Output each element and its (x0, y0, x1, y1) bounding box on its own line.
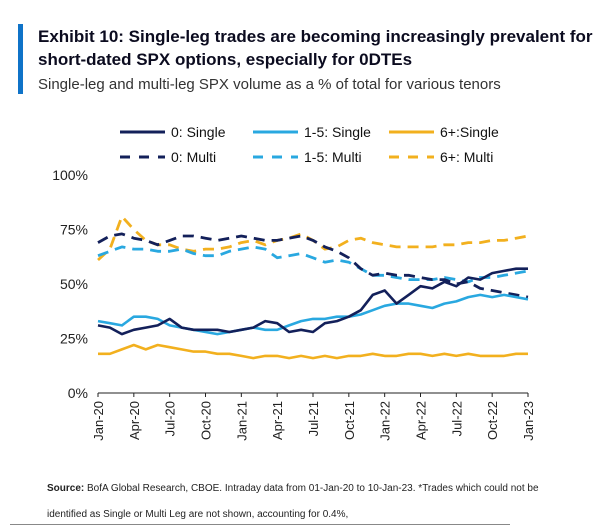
y-tick-label: 50% (60, 276, 88, 292)
series-line-6-multi (97, 214, 529, 262)
series-line-1-5-single (97, 293, 529, 336)
x-tick-label: Jul-21 (306, 401, 321, 436)
y-tick-label: 25% (60, 331, 88, 347)
chart-subtitle: Single-leg and multi-leg SPX volume as a… (38, 76, 501, 93)
chart-title: Exhibit 10: Single-leg trades are becomi… (38, 27, 593, 69)
x-tick-label: Jan-23 (521, 401, 536, 441)
x-tick-label: Jul-20 (163, 401, 178, 436)
line-chart: 0: Single 1-5: Single 6+:Single 0: Multi 1-5… (52, 124, 536, 441)
x-tick-label: Jul-22 (449, 401, 464, 436)
series-line-6-single (98, 343, 528, 360)
legend-label: 6+: Multi (440, 149, 493, 165)
x-tick-label: Oct-22 (485, 401, 500, 440)
legend-label: 1-5: Multi (304, 149, 362, 165)
source-note: Source: BofA Global Research, CBOE. Intr… (47, 476, 577, 528)
x-tick-label: Apr-22 (414, 401, 429, 440)
x-axis: Jan-20 Apr-20 Jul-20 Oct-20 Jan-21 Apr-21 Jul-… (91, 392, 536, 441)
legend-label: 6+:Single (440, 124, 499, 140)
x-tick-label: Apr-20 (127, 401, 142, 440)
legend-label: 0: Multi (171, 149, 216, 165)
series-line-0-single (97, 267, 528, 336)
y-tick-label: 100% (52, 167, 88, 183)
x-tick-label: Oct-21 (342, 401, 357, 440)
source-label: Source: (47, 483, 85, 494)
legend-label: 1-5: Single (304, 124, 371, 140)
bottom-divider (10, 524, 510, 525)
x-tick-label: Oct-20 (199, 401, 214, 440)
x-tick-label: Jan-22 (378, 401, 393, 441)
y-tick-label: 75% (60, 222, 88, 238)
title-accent-bar (18, 24, 23, 94)
x-tick-label: Jan-21 (234, 401, 249, 441)
source-text: BofA Global Research, CBOE. Intraday dat… (47, 483, 539, 520)
legend-label: 0: Single (171, 124, 226, 140)
chart-legend: 0: Single 1-5: Single 6+:Single 0: Multi 1-5… (120, 124, 499, 165)
chart-series (97, 214, 529, 360)
series-line-0-multi (97, 232, 529, 299)
series-line-1-5-multi (97, 245, 529, 284)
x-tick-label: Jan-20 (91, 401, 106, 441)
y-tick-label: 0% (68, 385, 88, 401)
x-tick-label: Apr-21 (270, 401, 285, 440)
y-axis: 0% 25% 50% 75% 100% (52, 167, 88, 401)
